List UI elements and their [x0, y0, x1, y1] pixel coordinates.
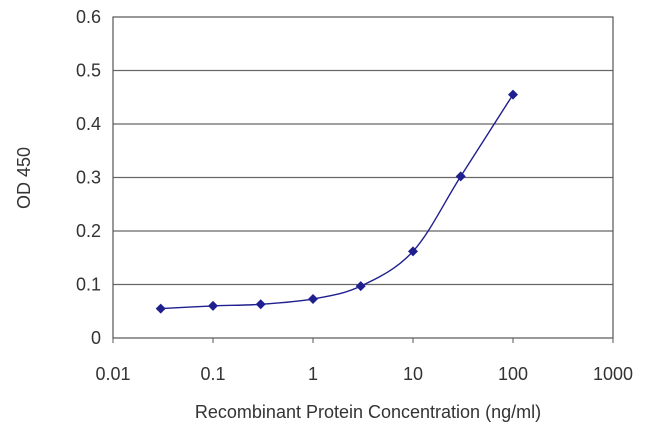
data-point — [155, 303, 166, 314]
x-tick-label: 0.01 — [95, 364, 130, 384]
y-tick-label: 0.2 — [76, 221, 101, 241]
data-point — [408, 246, 418, 257]
data-point — [355, 281, 366, 292]
data-point — [455, 171, 466, 182]
y-tick-label: 0.3 — [76, 168, 101, 188]
y-tick-label: 0.5 — [76, 61, 101, 81]
series-points — [155, 89, 518, 314]
y-axis: 0 0.1 0.2 0.3 0.4 0.5 0.6 — [76, 7, 101, 348]
x-tick-label: 1000 — [593, 364, 633, 384]
y-tick-label: 0.4 — [76, 114, 101, 134]
data-point — [508, 89, 518, 100]
data-point — [308, 293, 318, 304]
y-tick-label: 0 — [91, 328, 101, 348]
plot-area-border — [112, 16, 614, 339]
series-line — [160, 94, 514, 310]
y-tick-label: 0.1 — [76, 275, 101, 295]
x-tick-label: 10 — [403, 364, 423, 384]
x-axis-title: Recombinant Protein Concentration (ng/ml… — [195, 402, 541, 422]
x-tick-label: 1 — [308, 364, 318, 384]
x-tick-label: 0.1 — [200, 364, 225, 384]
gridlines — [113, 69, 613, 286]
x-axis: 0.01 0.1 1 10 100 1000 — [95, 338, 633, 384]
y-tick-label: 0.6 — [76, 7, 101, 27]
y-axis-title: OD 450 — [14, 147, 34, 209]
data-point — [208, 300, 218, 311]
x-tick-label: 100 — [498, 364, 528, 384]
data-point — [255, 299, 266, 310]
